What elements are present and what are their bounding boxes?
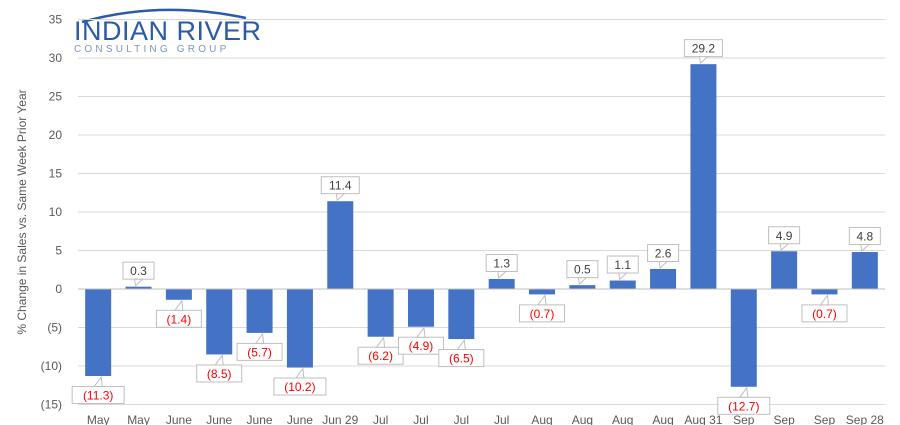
data-label-pointer: [133, 278, 144, 287]
bar: [771, 251, 798, 289]
data-label-pointer: [294, 367, 305, 379]
x-tick-label: June: [287, 413, 313, 425]
y-tick-label: (15): [41, 398, 62, 412]
data-label: 1.1: [614, 258, 631, 272]
y-tick-label: 25: [49, 90, 63, 104]
bar: [690, 64, 717, 289]
data-label: 2.6: [655, 246, 672, 260]
x-tick-label: Jul: [494, 413, 509, 425]
x-tick-label: Jul: [454, 413, 469, 425]
y-tick-label: (5): [47, 321, 62, 335]
bar: [650, 268, 677, 289]
bar: [448, 289, 475, 340]
y-tick-label: (10): [41, 359, 62, 373]
x-tick-label: Sep: [733, 413, 755, 425]
data-label: 11.4: [329, 179, 352, 193]
y-tick-label: 5: [55, 244, 62, 258]
data-label-pointer: [698, 56, 709, 65]
y-tick-label: 10: [49, 205, 63, 219]
x-tick-label: Sep 28: [846, 413, 884, 425]
data-label-pointer: [497, 270, 507, 279]
bar: [367, 289, 394, 337]
data-label: 1.3: [493, 256, 510, 270]
data-label: 4.8: [856, 230, 873, 244]
y-axis-title: % Change in Sales vs. Same Week Prior Ye…: [15, 89, 29, 334]
logo-arc-icon: [81, 8, 247, 24]
data-label-pointer: [335, 193, 346, 202]
data-label-pointer: [375, 336, 386, 348]
data-label: 0.3: [130, 264, 147, 278]
company-logo: INDIAN RIVER CONSULTING GROUP: [74, 4, 262, 55]
data-label: (10.2): [284, 380, 315, 394]
data-label-pointer: [577, 277, 588, 286]
data-label: 29.2: [692, 42, 716, 56]
x-tick-label: Aug 31: [684, 413, 722, 425]
bar: [811, 289, 838, 295]
bar: [407, 289, 434, 327]
bar: [609, 280, 636, 289]
x-tick-label: Sep: [773, 413, 795, 425]
x-tick-label: June: [166, 413, 192, 425]
x-tick-label: Sep: [814, 413, 836, 425]
y-tick-label: 35: [49, 13, 63, 27]
data-label-pointer: [415, 326, 426, 338]
x-tick-label: Jul: [373, 413, 388, 425]
bar: [85, 289, 112, 377]
data-label-pointer: [214, 354, 224, 366]
data-label-pointer: [537, 294, 547, 306]
data-label: (11.3): [83, 389, 113, 403]
data-label-pointer: [618, 272, 628, 281]
data-label-pointer: [860, 244, 871, 253]
data-label: (5.7): [247, 345, 272, 359]
y-tick-label: 15: [49, 167, 63, 181]
data-label-pointer: [173, 299, 184, 311]
bar: [206, 289, 233, 355]
y-tick-label: 20: [49, 128, 63, 142]
x-tick-label: Jul: [413, 413, 428, 425]
x-tick-label: Aug: [612, 413, 633, 425]
bar: [851, 252, 878, 289]
data-label: (6.5): [449, 352, 474, 366]
data-label: (1.4): [167, 312, 192, 326]
data-label: (8.5): [207, 367, 232, 381]
data-label-pointer: [456, 338, 466, 351]
x-tick-label: June: [247, 413, 273, 425]
data-label: (4.9): [409, 339, 434, 353]
bar: [327, 201, 354, 289]
logo-subtitle: CONSULTING GROUP: [74, 44, 230, 55]
data-label-pointer: [254, 332, 265, 344]
bar: [730, 289, 757, 387]
x-tick-label: May: [127, 413, 150, 425]
data-label: (12.7): [728, 399, 759, 413]
data-label: (0.7): [812, 307, 837, 321]
data-label-pointer: [779, 243, 790, 252]
bar: [286, 289, 313, 368]
x-tick-label: Jun 29: [322, 413, 358, 425]
x-tick-label: Aug: [572, 413, 593, 425]
data-label: 0.5: [574, 263, 591, 277]
bar: [125, 286, 152, 289]
logo-name: INDIAN RIVER: [74, 16, 262, 46]
y-tick-label: 0: [55, 282, 62, 296]
data-label-pointer: [819, 294, 830, 306]
x-tick-label: May: [87, 413, 110, 425]
x-tick-label: Aug: [531, 413, 552, 425]
data-label: 4.9: [776, 229, 793, 243]
y-tick-label: 30: [49, 51, 63, 65]
x-tick-label: Aug: [652, 413, 673, 425]
x-tick-label: June: [206, 413, 232, 425]
bar: [488, 278, 515, 289]
data-label-pointer: [738, 386, 749, 398]
data-label-pointer: [93, 375, 103, 388]
bar: [246, 289, 273, 333]
data-label: (0.7): [530, 307, 555, 321]
data-label-pointer: [658, 260, 669, 269]
bar: [165, 289, 192, 300]
bar: [529, 289, 556, 295]
bar: [569, 285, 596, 289]
data-label: (6.2): [368, 349, 393, 363]
